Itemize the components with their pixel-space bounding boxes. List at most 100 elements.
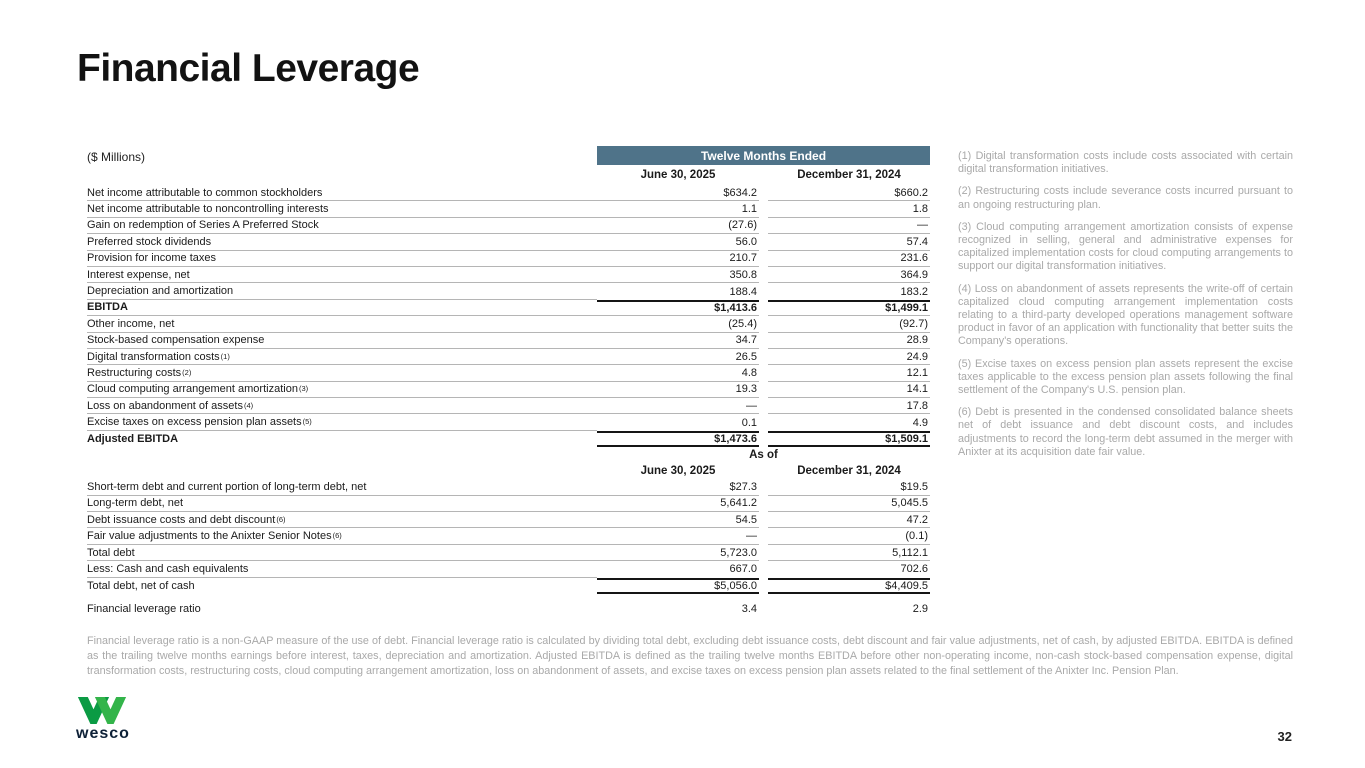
table-row: Interest expense, net 350.8 364.9	[87, 267, 930, 284]
row-label: Preferred stock dividends	[87, 234, 597, 251]
asof-column-header-dec-2024: December 31, 2024	[797, 464, 901, 477]
column-gap	[759, 316, 768, 332]
units-label: ($ Millions)	[87, 150, 146, 164]
value-jun-2025: 188.4	[729, 285, 757, 298]
disclosure-text: Financial leverage ratio is a non-GAAP m…	[87, 635, 1293, 677]
value-dec-2024: 5,112.1	[768, 545, 930, 562]
column-gap	[759, 165, 768, 185]
table-row: Debt issuance costs and debt discount (6)…	[87, 512, 930, 529]
footnote: (3) Cloud computing arrangement amortiza…	[958, 220, 1293, 273]
row-label: Net income attributable to common stockh…	[87, 185, 597, 202]
column-gap	[759, 234, 768, 250]
table-band-header: Twelve Months Ended	[597, 146, 930, 165]
value-dec-2024: (92.7)	[768, 316, 930, 333]
column-gap	[759, 185, 768, 201]
footnote: (4) Loss on abandonment of assets repres…	[958, 282, 1293, 348]
value-dec-2024: 17.8	[768, 398, 930, 415]
table-row: Net income attributable to common stockh…	[87, 185, 930, 202]
value-jun-2025: $1,473.6	[597, 430, 759, 448]
as-of-column-headers: June 30, 2025 December 31, 2024	[87, 462, 930, 479]
value-jun-2025: 3.4	[741, 603, 757, 616]
row-label: Financial leverage ratio	[87, 603, 201, 616]
row-label: Fair value adjustments to the Anixter Se…	[87, 528, 597, 545]
column-gap	[759, 382, 768, 398]
table-row: EBITDA $1,413.6 $1,499.1	[87, 299, 930, 317]
table-row: Financial leverage ratio 3.4 2.9	[87, 601, 930, 617]
row-label: Short-term debt and current portion of l…	[87, 479, 597, 496]
page-title: Financial Leverage	[77, 47, 420, 90]
column-gap	[759, 283, 768, 299]
column-gap	[759, 349, 768, 365]
value-dec-2024: 183.2	[900, 285, 928, 298]
row-label: Excise taxes on excess pension plan asse…	[87, 414, 597, 431]
value-dec-2024: 4.9	[912, 416, 928, 429]
as-of-rows: Short-term debt and current portion of l…	[87, 479, 930, 617]
footnotes-panel: (1) Digital transformation costs include…	[958, 150, 1293, 468]
table-row: Loss on abandonment of assets (4) — 17.8	[87, 398, 930, 415]
label-column-spacer	[87, 462, 597, 479]
value-jun-2025: 1.1	[597, 201, 759, 218]
value-dec-2024: $1,509.1	[768, 430, 930, 448]
twelve-months-ended-rows: Net income attributable to common stockh…	[87, 185, 930, 448]
table-row: Net income attributable to noncontrollin…	[87, 201, 930, 218]
value-jun-2025: 54.5	[597, 512, 759, 529]
column-gap	[759, 431, 768, 447]
table-row: Cloud computing arrangement amortization…	[87, 382, 930, 399]
value-jun-2025: 26.5	[597, 349, 759, 366]
column-gap	[759, 300, 768, 316]
row-label: Net income attributable to noncontrollin…	[87, 201, 597, 218]
table-row: Gain on redemption of Series A Preferred…	[87, 218, 930, 235]
value-jun-2025: 5,641.2	[597, 496, 759, 513]
column-gap	[759, 218, 768, 234]
table-row: Total debt, net of cash $5,056.0 $4,409.5	[87, 577, 930, 594]
value-dec-2024: $4,409.5	[768, 577, 930, 594]
value-dec-2024: 2.9	[912, 603, 928, 616]
footnote: (5) Excise taxes on excess pension plan …	[958, 357, 1293, 397]
column-gap	[759, 601, 768, 617]
value-dec-2024: 702.6	[900, 563, 928, 576]
table-row: Digital transformation costs (1) 26.5 24.9	[87, 349, 930, 366]
value-jun-2025: 56.0	[597, 234, 759, 251]
table-row: Provision for income taxes 210.7 231.6	[87, 251, 930, 267]
column-gap	[759, 333, 768, 349]
value-dec-2024: 12.1	[768, 365, 930, 382]
column-gap	[759, 496, 768, 512]
column-gap	[759, 414, 768, 430]
column-gap	[759, 578, 768, 594]
financial-leverage-table: ($ Millions) Twelve Months Ended June 30…	[87, 146, 930, 617]
label-column-spacer	[87, 447, 597, 462]
wesco-wordmark: wesco	[76, 725, 130, 742]
table-row: Total debt 5,723.0 5,112.1	[87, 545, 930, 562]
wesco-w-icon	[77, 697, 127, 724]
column-header-jun-2025: June 30, 2025	[640, 169, 716, 181]
row-label: EBITDA	[87, 300, 597, 317]
value-dec-2024: $19.5	[768, 479, 930, 496]
value-jun-2025: (25.4)	[597, 316, 759, 333]
table-row: Long-term debt, net 5,641.2 5,045.5	[87, 496, 930, 513]
value-jun-2025: $5,056.0	[597, 577, 759, 594]
value-jun-2025: 350.8	[597, 267, 759, 284]
table-row: Short-term debt and current portion of l…	[87, 479, 930, 496]
footnote: (2) Restructuring costs include severanc…	[958, 185, 1293, 211]
column-gap	[759, 528, 768, 544]
value-jun-2025: $1,413.6	[597, 299, 759, 317]
value-dec-2024: 24.9	[768, 349, 930, 366]
page-number: 32	[1277, 729, 1292, 744]
value-jun-2025: (27.6)	[597, 218, 759, 235]
row-label: Stock-based compensation expense	[87, 333, 597, 349]
value-dec-2024: 57.4	[768, 234, 930, 251]
value-dec-2024: 14.1	[768, 382, 930, 399]
column-gap	[759, 512, 768, 528]
row-label: Cloud computing arrangement amortization…	[87, 382, 597, 399]
table-column-headers: June 30, 2025 December 31, 2024	[87, 165, 930, 185]
row-label: Restructuring costs (2)	[87, 365, 597, 382]
value-dec-2024: 5,045.5	[768, 496, 930, 513]
row-label: Long-term debt, net	[87, 496, 597, 513]
value-dec-2024: $1,499.1	[768, 299, 930, 317]
table-row: Less: Cash and cash equivalents 667.0 702.…	[87, 561, 930, 578]
table-row: Excise taxes on excess pension plan asse…	[87, 414, 930, 431]
value-jun-2025: —	[597, 398, 759, 415]
row-label: Other income, net	[87, 316, 597, 333]
column-gap	[759, 462, 768, 479]
asof-column-header-jun-2025: June 30, 2025	[640, 464, 716, 477]
